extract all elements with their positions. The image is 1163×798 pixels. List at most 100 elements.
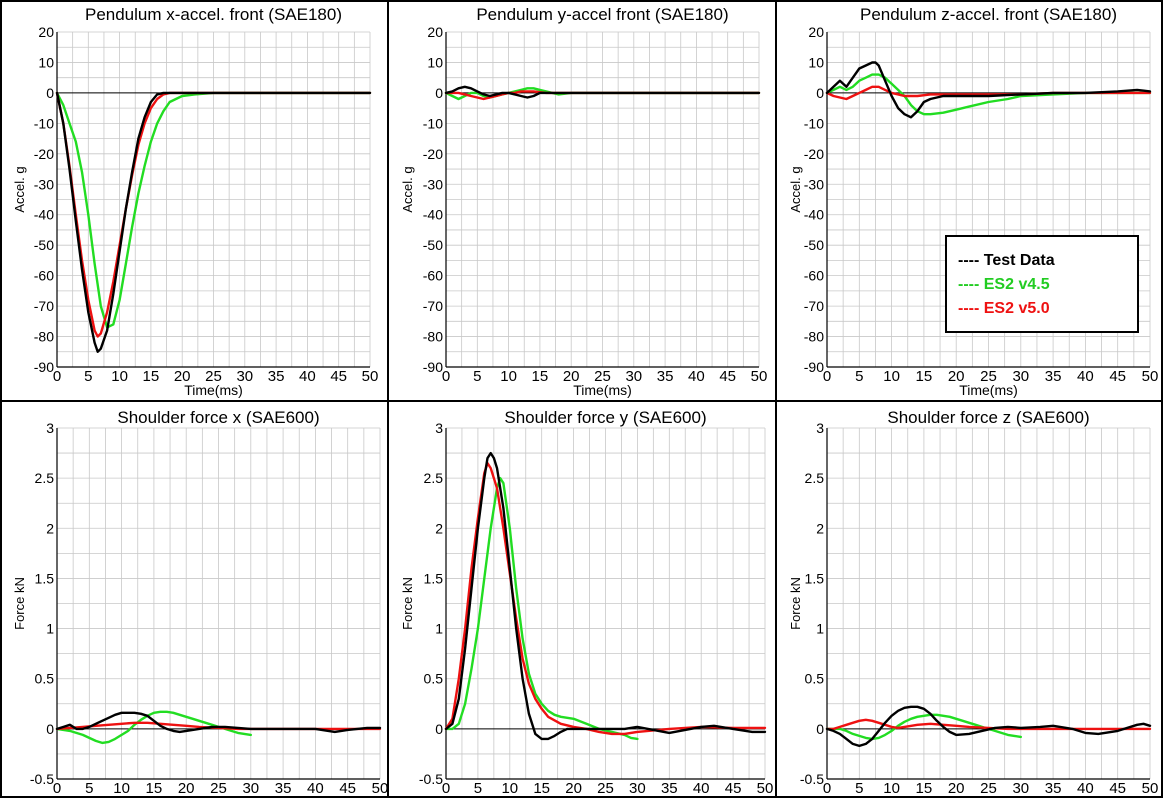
y-tick-label: 1 [816,621,824,637]
x-tick-label: 20 [174,368,191,385]
series-line-es2-v5-0 [444,461,767,736]
x-tick-label: 10 [111,368,128,385]
y-tick-label: -40 [34,207,54,223]
x-tick-label: 0 [53,368,61,385]
chart-panel-3: 0 5 10 15 20 25 30 35 40 45 50 20 10 0 -10 -20 -30 -40 -50… [788,5,1158,398]
x-tick-label: 25 [210,780,227,797]
x-tick-label: 30 [236,368,253,385]
y-tick-label: -70 [423,298,443,314]
x-tick-label: 15 [916,368,933,385]
y-tick-label: 2 [816,520,824,536]
x-tick-label: 5 [84,368,92,385]
chart-panel-6: 0 5 10 15 20 25 30 35 40 45 5032.521.510.50-0.5Sho… [788,408,1158,798]
y-tick-label: 2.5 [35,470,55,486]
y-tick-label: 3 [816,420,824,436]
x-axis-label: Time(ms) [959,382,1018,398]
x-tick-label: 50 [372,780,389,797]
x-tick-label: 50 [1142,368,1159,385]
x-axis-label: Time(ms) [573,382,632,398]
series-line-test-data [444,85,761,99]
x-tick-label: 15 [532,368,549,385]
x-tick-label: 15 [146,780,163,797]
y-tick-label: -80 [34,329,54,345]
x-tick-label: 0 [442,780,450,797]
x-tick-label: 10 [500,368,517,385]
y-axis-label: Accel. g [400,166,415,212]
y-tick-label: 2.5 [805,470,825,486]
chart-title: Shoulder force y (SAE600) [504,408,706,427]
x-tick-label: 0 [823,368,831,385]
y-tick-label: 1.5 [35,570,55,586]
x-tick-label: 30 [242,780,259,797]
y-tick-label: -90 [804,359,824,375]
x-tick-label: 20 [565,780,582,797]
x-tick-label: 35 [275,780,292,797]
y-tick-label: -50 [423,237,443,253]
y-tick-label: -10 [804,115,824,131]
x-tick-label: 0 [442,368,450,385]
chart-title: Shoulder force z (SAE600) [887,408,1089,427]
x-tick-label: 35 [1045,368,1062,385]
x-tick-label: 15 [916,780,933,797]
x-axis-label: Time(ms) [189,794,248,798]
y-tick-label: -90 [34,359,54,375]
x-tick-label: 25 [980,780,997,797]
series-line-test-data [444,451,767,741]
x-tick-label: 45 [719,368,736,385]
y-tick-label: -60 [34,268,54,284]
y-tick-label: 0.5 [805,671,825,687]
x-tick-label: 10 [113,780,130,797]
chart-title: Pendulum y-accel front (SAE180) [476,5,728,24]
y-axis-label: Force kN [788,577,803,630]
x-tick-label: 20 [948,780,965,797]
x-tick-label: 45 [1109,368,1126,385]
chart-panel-4: 0 5 10 15 20 25 30 35 40 45 5032.521.510.50-0.5Sho… [12,408,388,798]
y-tick-label: -60 [804,268,824,284]
x-tick-label: 40 [307,780,324,797]
y-tick-label: 10 [808,54,824,70]
y-tick-label: 1.5 [805,570,825,586]
y-tick-label: 3 [435,420,443,436]
y-tick-label: -90 [423,359,443,375]
x-tick-label: 25 [597,780,614,797]
x-tick-label: 30 [625,368,642,385]
y-tick-label: -50 [34,237,54,253]
y-tick-label: 10 [427,54,443,70]
chart-title: Pendulum z-accel. front (SAE180) [860,5,1117,24]
x-tick-label: 30 [629,780,646,797]
x-tick-label: 45 [330,368,347,385]
x-tick-label: 5 [473,368,481,385]
chart-panel-1: 0 5 10 15 20 25 30 35 40 45 50 20 10 0 -10 -20 -30 -40 -50… [12,5,378,398]
series-line-test-data [825,61,1152,119]
x-axis-label: Time(ms) [184,382,243,398]
y-tick-label: 0 [816,721,824,737]
x-tick-label: 45 [725,780,742,797]
chart-title: Pendulum x-accel. front (SAE180) [85,5,342,24]
y-tick-label: 2 [435,520,443,536]
y-tick-label: 0 [816,85,824,101]
legend-box [945,235,1139,333]
y-tick-label: -0.5 [800,771,824,787]
legend: ---- Test Data ---- ES2 v4.5 ---- ES2 v5.0 [945,235,1139,333]
y-tick-label: 10 [38,54,54,70]
y-tick-label: -50 [804,237,824,253]
x-tick-label: 30 [1012,368,1029,385]
y-tick-label: 0.5 [35,671,55,687]
x-tick-label: 35 [268,368,285,385]
y-tick-label: -20 [423,146,443,162]
y-tick-label: 20 [427,24,443,40]
x-tick-label: 15 [533,780,550,797]
legend-item: ---- ES2 v5.0 [958,300,1050,317]
x-tick-label: 30 [1012,780,1029,797]
y-tick-label: -70 [34,298,54,314]
x-tick-label: 45 [339,780,356,797]
y-tick-label: -30 [804,176,824,192]
y-axis-label: Accel. g [788,166,803,212]
y-tick-label: -10 [423,115,443,131]
y-tick-label: 20 [808,24,824,40]
series-line-test-data [55,711,382,734]
y-tick-label: -20 [34,146,54,162]
x-tick-label: 35 [657,368,674,385]
